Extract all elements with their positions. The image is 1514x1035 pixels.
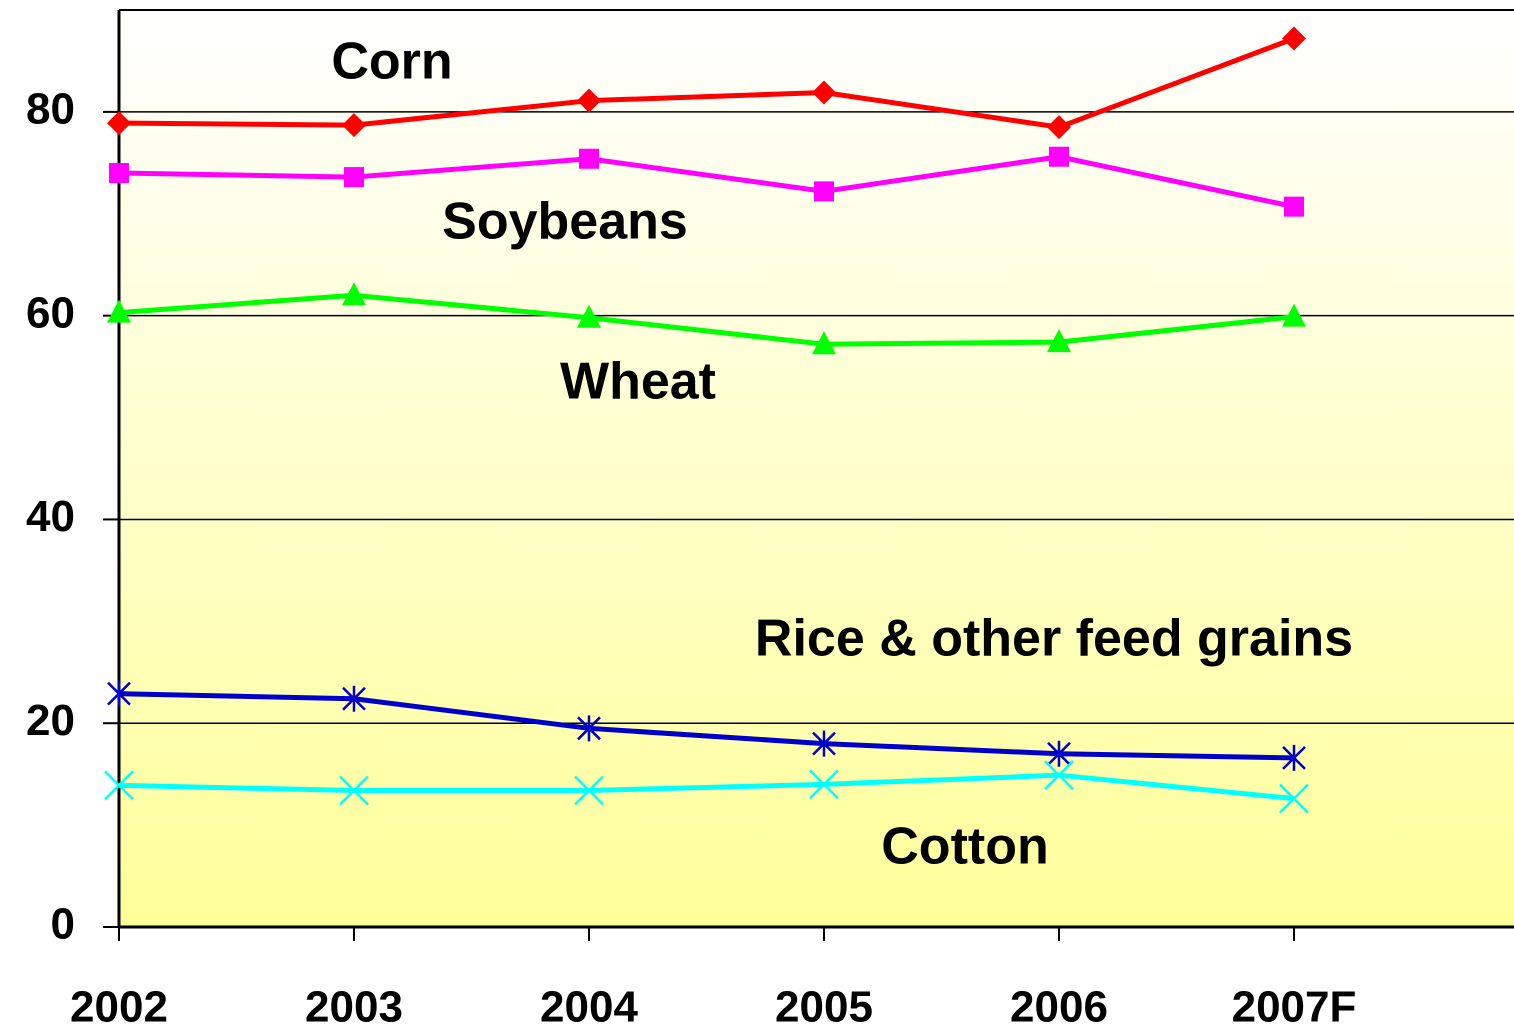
y-tick-label: 40 bbox=[26, 492, 75, 541]
series-label: Cotton bbox=[881, 818, 1048, 876]
series-line bbox=[118, 292, 1295, 347]
marker bbox=[1284, 196, 1304, 217]
series-line bbox=[118, 691, 1295, 761]
y-tick-label: 0 bbox=[51, 900, 75, 949]
marker bbox=[342, 282, 366, 306]
marker bbox=[339, 775, 369, 806]
y-tick-label: 20 bbox=[26, 696, 75, 745]
marker bbox=[1047, 115, 1071, 140]
plot-area bbox=[119, 10, 1514, 927]
x-tick-label: 2002 bbox=[70, 983, 168, 1032]
marker bbox=[342, 685, 366, 712]
marker bbox=[109, 163, 129, 184]
y-tick-label: 60 bbox=[26, 288, 75, 337]
x-tick-label: 2003 bbox=[305, 983, 403, 1032]
marker bbox=[1282, 26, 1306, 51]
marker bbox=[1279, 783, 1309, 814]
series-line bbox=[118, 154, 1295, 210]
marker bbox=[809, 769, 839, 800]
x-tick-label: 2005 bbox=[775, 983, 873, 1032]
marker bbox=[107, 299, 131, 323]
x-tick-label: 2004 bbox=[540, 983, 638, 1032]
marker bbox=[1044, 760, 1074, 791]
marker bbox=[104, 770, 134, 801]
marker bbox=[1282, 303, 1306, 327]
marker bbox=[579, 148, 599, 169]
series-label: Rice & other feed grains bbox=[755, 610, 1353, 668]
marker bbox=[574, 775, 604, 806]
marker bbox=[1282, 744, 1306, 771]
marker bbox=[344, 167, 364, 188]
x-tick-label: 2006 bbox=[1010, 983, 1108, 1032]
y-tick-label: 80 bbox=[26, 85, 75, 134]
marker bbox=[107, 680, 131, 707]
marker bbox=[342, 113, 366, 138]
marker bbox=[1047, 329, 1071, 353]
series-line bbox=[118, 36, 1295, 130]
marker bbox=[812, 331, 836, 355]
marker bbox=[814, 181, 834, 202]
marker bbox=[1049, 146, 1069, 167]
marker bbox=[812, 730, 836, 757]
series-label: Wheat bbox=[560, 353, 716, 411]
marker bbox=[1047, 740, 1071, 767]
series-label: Corn bbox=[331, 33, 452, 91]
series-label: Soybeans bbox=[442, 193, 688, 251]
series-line bbox=[118, 772, 1295, 802]
marker bbox=[107, 111, 131, 136]
x-tick-label: 2007F bbox=[1232, 983, 1357, 1032]
marker bbox=[577, 304, 601, 328]
marker bbox=[577, 715, 601, 742]
marker bbox=[577, 88, 601, 113]
marker bbox=[812, 80, 836, 105]
